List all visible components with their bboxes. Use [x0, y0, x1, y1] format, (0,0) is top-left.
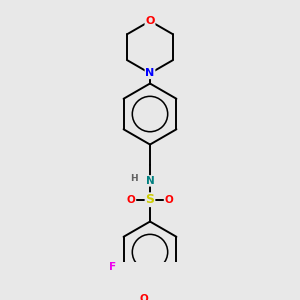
Text: F: F: [109, 262, 116, 272]
Text: O: O: [145, 16, 155, 26]
Text: O: O: [127, 195, 136, 205]
Text: S: S: [146, 193, 154, 206]
Text: O: O: [164, 195, 173, 205]
Text: N: N: [146, 176, 154, 186]
Text: O: O: [140, 293, 148, 300]
Text: N: N: [146, 68, 154, 78]
Text: H: H: [130, 174, 138, 183]
